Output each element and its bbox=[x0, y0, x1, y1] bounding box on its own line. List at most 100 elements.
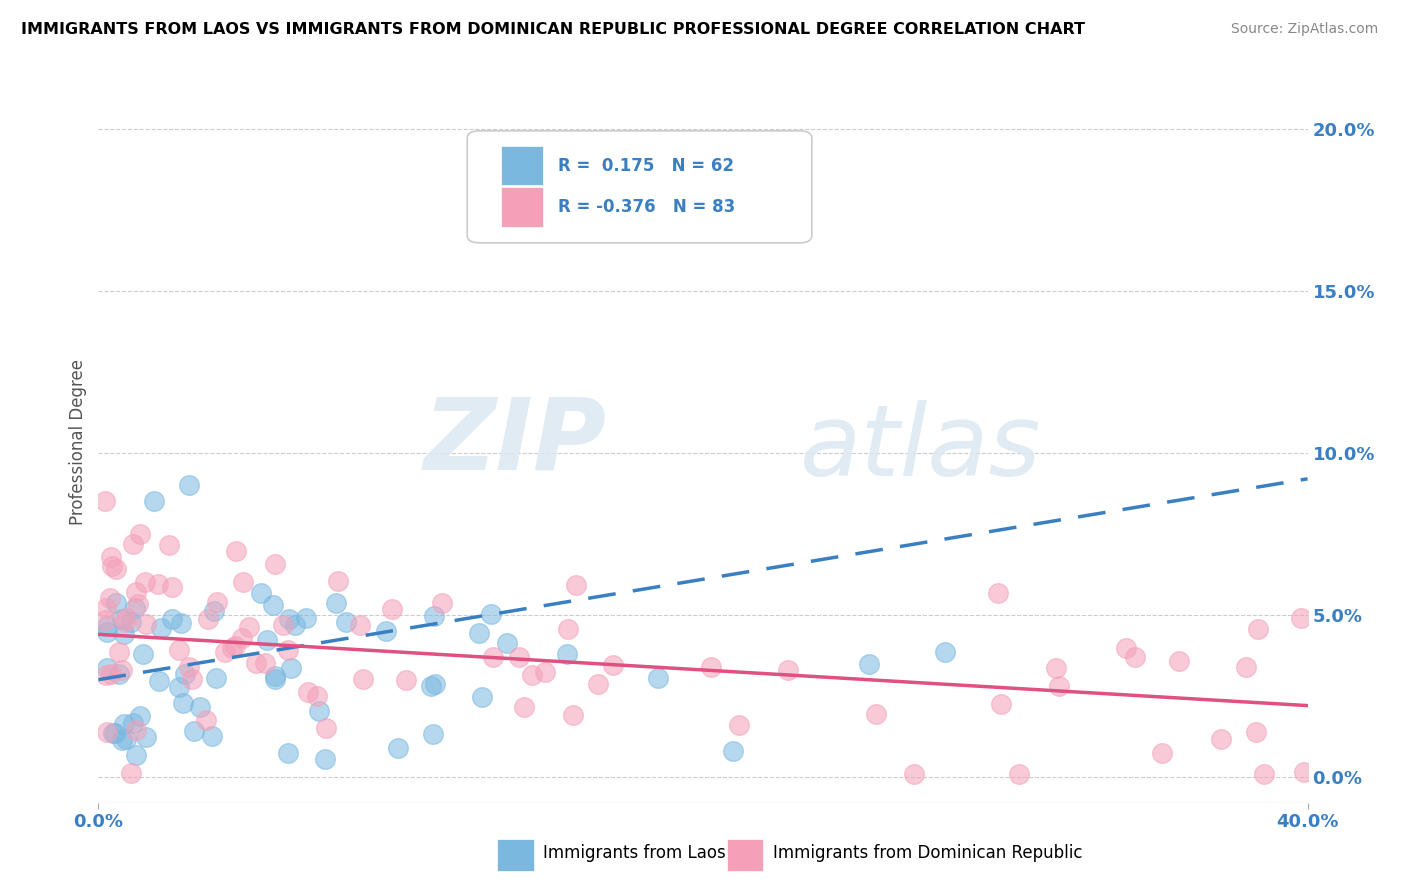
Point bbox=[315, 721, 337, 735]
Point bbox=[423, 608, 446, 623]
Point bbox=[277, 747, 299, 761]
Point bbox=[297, 684, 319, 698]
Text: ZIP: ZIP bbox=[423, 393, 606, 490]
Point bbox=[190, 700, 212, 714]
Text: Immigrants from Laos: Immigrants from Laos bbox=[543, 845, 725, 863]
Point bbox=[1292, 764, 1315, 779]
Point bbox=[94, 613, 117, 627]
Point bbox=[586, 677, 609, 691]
Point bbox=[100, 667, 122, 681]
Point bbox=[162, 580, 184, 594]
Point bbox=[561, 707, 583, 722]
Point bbox=[564, 577, 586, 591]
Point bbox=[776, 663, 799, 677]
Point bbox=[132, 647, 155, 661]
Point bbox=[1123, 649, 1146, 664]
Point bbox=[172, 696, 194, 710]
Point bbox=[112, 627, 135, 641]
Point bbox=[94, 494, 117, 508]
Point bbox=[1045, 661, 1067, 675]
Point bbox=[181, 672, 204, 686]
Y-axis label: Professional Degree: Professional Degree bbox=[69, 359, 87, 524]
Point bbox=[96, 668, 118, 682]
Point bbox=[277, 612, 299, 626]
Text: atlas: atlas bbox=[800, 401, 1042, 497]
Point bbox=[157, 538, 180, 552]
Point bbox=[700, 660, 723, 674]
Point bbox=[496, 636, 519, 650]
Point bbox=[120, 615, 142, 629]
Point bbox=[602, 658, 624, 673]
Point bbox=[1209, 731, 1232, 746]
FancyBboxPatch shape bbox=[467, 131, 811, 243]
Point bbox=[1247, 622, 1270, 636]
Point bbox=[256, 633, 278, 648]
Point bbox=[120, 765, 142, 780]
Point bbox=[231, 631, 253, 645]
Point bbox=[125, 748, 148, 763]
Point bbox=[1008, 766, 1031, 780]
Point bbox=[468, 625, 491, 640]
Bar bbox=[498, 838, 534, 871]
Point bbox=[127, 597, 149, 611]
Point bbox=[1047, 679, 1070, 693]
Point bbox=[195, 713, 218, 727]
Point bbox=[262, 598, 284, 612]
Point bbox=[98, 591, 121, 605]
Point bbox=[253, 656, 276, 670]
Point bbox=[96, 660, 118, 674]
Bar bbox=[501, 186, 543, 227]
Text: R =  0.175   N = 62: R = 0.175 N = 62 bbox=[558, 156, 734, 175]
Point bbox=[533, 665, 555, 679]
Point bbox=[204, 671, 226, 685]
Point bbox=[647, 671, 669, 685]
Point bbox=[179, 478, 201, 492]
Point bbox=[394, 673, 416, 687]
Point bbox=[135, 731, 157, 745]
Point bbox=[422, 727, 444, 741]
Point bbox=[273, 617, 295, 632]
Point bbox=[96, 619, 118, 633]
Point bbox=[160, 612, 183, 626]
Point bbox=[990, 698, 1012, 712]
Point bbox=[1289, 611, 1312, 625]
Point bbox=[125, 585, 148, 599]
Point bbox=[432, 596, 454, 610]
Point bbox=[129, 527, 152, 541]
Point bbox=[124, 601, 146, 615]
Point bbox=[112, 717, 135, 731]
Point bbox=[114, 732, 136, 747]
Point bbox=[135, 617, 157, 632]
Point bbox=[104, 726, 127, 740]
Point bbox=[129, 709, 152, 723]
Point bbox=[280, 660, 302, 674]
Point bbox=[264, 557, 287, 571]
Point bbox=[114, 615, 136, 629]
Point bbox=[326, 574, 349, 588]
Point bbox=[423, 677, 446, 691]
Point bbox=[387, 741, 409, 756]
Point bbox=[728, 717, 751, 731]
Bar bbox=[501, 145, 543, 186]
Point bbox=[183, 724, 205, 739]
Point bbox=[903, 766, 925, 780]
Point bbox=[207, 595, 229, 609]
Point bbox=[520, 668, 543, 682]
Point bbox=[295, 611, 318, 625]
Point bbox=[134, 574, 156, 589]
Point bbox=[142, 494, 165, 508]
Point bbox=[104, 562, 127, 576]
Point bbox=[202, 604, 225, 618]
Point bbox=[1115, 641, 1137, 656]
Point bbox=[512, 700, 534, 714]
Point bbox=[94, 600, 117, 615]
Point bbox=[111, 663, 134, 677]
Point bbox=[174, 667, 197, 681]
Point bbox=[107, 645, 129, 659]
Point bbox=[481, 607, 503, 622]
Point bbox=[858, 657, 880, 672]
Text: Source: ZipAtlas.com: Source: ZipAtlas.com bbox=[1230, 22, 1378, 37]
Point bbox=[381, 602, 404, 616]
Point bbox=[238, 620, 260, 634]
Point bbox=[214, 645, 236, 659]
